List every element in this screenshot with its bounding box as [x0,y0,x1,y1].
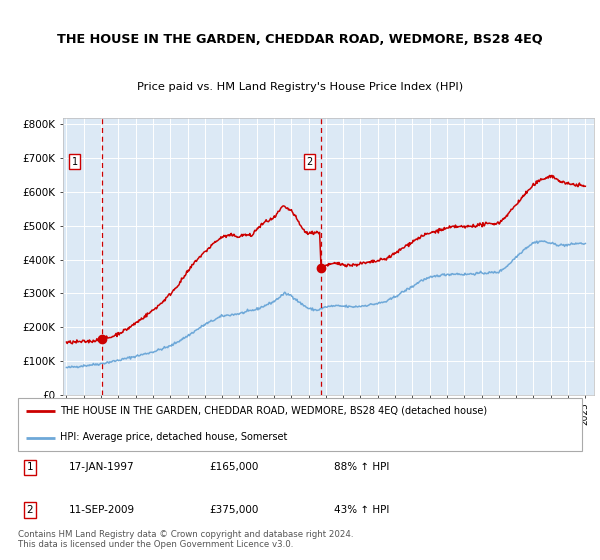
Text: THE HOUSE IN THE GARDEN, CHEDDAR ROAD, WEDMORE, BS28 4EQ: THE HOUSE IN THE GARDEN, CHEDDAR ROAD, W… [57,33,543,46]
Text: 11-SEP-2009: 11-SEP-2009 [69,505,135,515]
Text: 17-JAN-1997: 17-JAN-1997 [69,463,134,473]
Text: 2: 2 [306,157,312,166]
Text: Contains HM Land Registry data © Crown copyright and database right 2024.
This d: Contains HM Land Registry data © Crown c… [18,530,353,549]
FancyBboxPatch shape [18,398,582,451]
Text: 88% ↑ HPI: 88% ↑ HPI [334,463,389,473]
Text: £165,000: £165,000 [210,463,259,473]
Text: 43% ↑ HPI: 43% ↑ HPI [334,505,389,515]
Text: £375,000: £375,000 [210,505,259,515]
Text: Price paid vs. HM Land Registry's House Price Index (HPI): Price paid vs. HM Land Registry's House … [137,82,463,92]
Text: THE HOUSE IN THE GARDEN, CHEDDAR ROAD, WEDMORE, BS28 4EQ (detached house): THE HOUSE IN THE GARDEN, CHEDDAR ROAD, W… [60,406,487,416]
Text: 1: 1 [26,463,33,473]
Text: 1: 1 [71,157,78,166]
Text: HPI: Average price, detached house, Somerset: HPI: Average price, detached house, Some… [60,432,287,442]
Text: 2: 2 [26,505,33,515]
